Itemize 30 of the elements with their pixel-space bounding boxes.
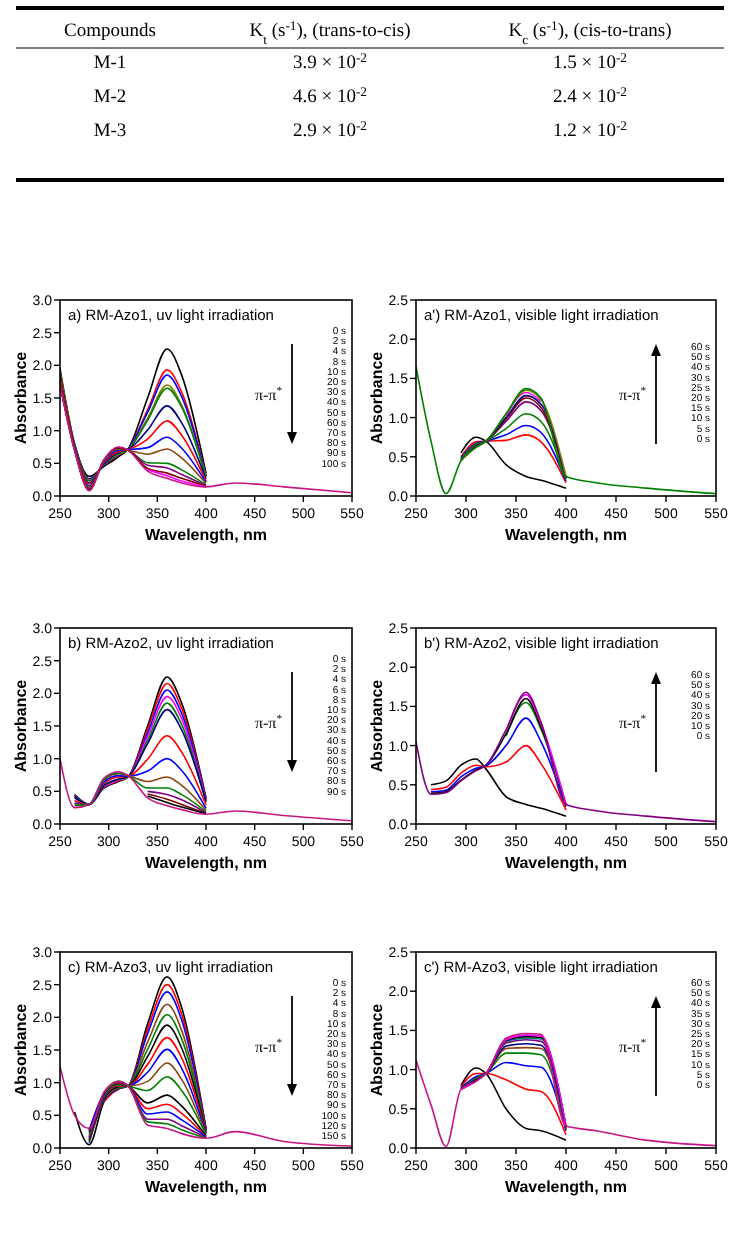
y-axis-title: Absorbance (12, 678, 30, 773)
text: Compounds (64, 22, 157, 42)
annotation: π-π$^{*}$ (254, 386, 283, 404)
text: 1.2 × 10$^{-2}$ (552, 119, 628, 142)
text: 3.9 × 10$^{-2}$ (292, 51, 368, 74)
y-axis-title: Absorbance (368, 678, 386, 773)
text: 4.6 × 10$^{-2}$ (292, 85, 368, 108)
text: K$_{c}$ (s$^{-1}$), (cis-to-trans) (508, 19, 672, 47)
text: M-1 (93, 54, 127, 74)
x-axis-title: Wavelength, nm (504, 526, 628, 544)
x-axis-title: Wavelength, nm (504, 854, 628, 872)
annotation: π-π$^{*}$ (618, 386, 647, 404)
x-axis-title: Wavelength, nm (144, 854, 268, 872)
annotation: π-π$^{*}$ (618, 1038, 647, 1056)
x-axis-title: Wavelength, nm (504, 1178, 628, 1196)
text: 1.5 × 10$^{-2}$ (552, 51, 628, 74)
annotation: π-π$^{*}$ (618, 714, 647, 732)
text: K$_{t}$ (s$^{-1}$), (trans-to-cis) (249, 19, 411, 47)
y-axis-title: Absorbance (12, 1002, 30, 1097)
text: M-2 (93, 88, 127, 108)
y-axis-title: Absorbance (368, 350, 386, 445)
text: 2.4 × 10$^{-2}$ (552, 85, 628, 108)
y-axis-title: Absorbance (368, 1002, 386, 1097)
x-axis-title: Wavelength, nm (144, 1178, 268, 1196)
text: 2.9 × 10$^{-2}$ (292, 119, 368, 142)
x-axis-title: Wavelength, nm (144, 526, 268, 544)
annotation: π-π$^{*}$ (254, 1038, 283, 1056)
text: M-3 (93, 122, 127, 142)
annotation: π-π$^{*}$ (254, 714, 283, 732)
y-axis-title: Absorbance (12, 350, 30, 445)
